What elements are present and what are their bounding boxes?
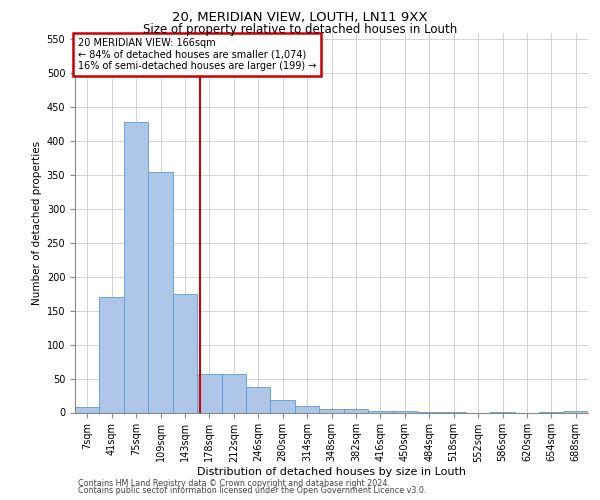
Bar	[197, 374, 221, 412]
Bar	[563, 411, 588, 412]
X-axis label: Distribution of detached houses by size in Louth: Distribution of detached houses by size …	[197, 468, 466, 477]
Bar	[271, 400, 295, 412]
Text: 20 MERIDIAN VIEW: 166sqm
← 84% of detached houses are smaller (1,074)
16% of sem: 20 MERIDIAN VIEW: 166sqm ← 84% of detach…	[77, 38, 316, 72]
Bar	[295, 406, 319, 412]
Text: Contains public sector information licensed under the Open Government Licence v3: Contains public sector information licen…	[78, 486, 427, 495]
Y-axis label: Number of detached properties: Number of detached properties	[32, 140, 43, 304]
Bar	[75, 407, 100, 412]
Text: 20, MERIDIAN VIEW, LOUTH, LN11 9XX: 20, MERIDIAN VIEW, LOUTH, LN11 9XX	[172, 11, 428, 24]
Bar	[246, 386, 271, 412]
Bar	[319, 409, 344, 412]
Bar	[221, 374, 246, 412]
Bar	[124, 122, 148, 412]
Bar	[100, 297, 124, 412]
Text: Contains HM Land Registry data © Crown copyright and database right 2024.: Contains HM Land Registry data © Crown c…	[78, 478, 390, 488]
Bar	[173, 294, 197, 412]
Bar	[148, 172, 173, 412]
Bar	[392, 411, 417, 412]
Bar	[368, 411, 392, 412]
Text: Size of property relative to detached houses in Louth: Size of property relative to detached ho…	[143, 22, 457, 36]
Bar	[344, 409, 368, 412]
